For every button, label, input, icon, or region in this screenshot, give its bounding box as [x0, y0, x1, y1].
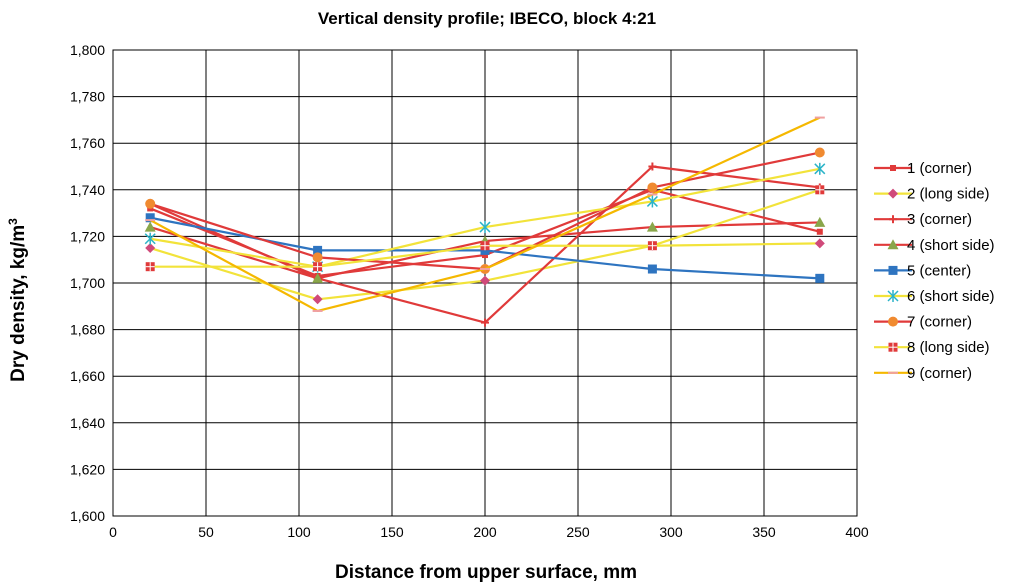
y-tick-label: 1,640: [70, 415, 105, 431]
point-marker: [482, 252, 488, 259]
point-marker: [890, 165, 896, 171]
legend-label: 2 (long side): [907, 186, 990, 203]
y-axis-title-sup: 3: [6, 218, 20, 225]
point-marker: [815, 185, 825, 195]
x-tick-label: 400: [845, 524, 869, 540]
point-marker: [479, 221, 491, 234]
legend-label: 4 (short side): [907, 237, 995, 254]
y-axis-title-main: Dry density, kg/m: [8, 225, 29, 382]
x-tick-label: 350: [752, 524, 776, 540]
legend-item-6: 6 (short side): [874, 288, 995, 305]
point-marker: [647, 182, 658, 193]
x-tick-label: 100: [287, 524, 311, 540]
legend: 1 (corner) 2 (long side) 3 (corner) 4 (shor…: [874, 160, 995, 382]
point-marker: [887, 239, 899, 250]
point-marker: [481, 318, 489, 327]
point-marker: [648, 162, 657, 171]
legend-label: 3 (corner): [907, 211, 972, 228]
x-tick-label: 0: [109, 524, 117, 540]
series: [144, 116, 826, 327]
point-marker: [144, 221, 156, 232]
point-marker: [145, 243, 156, 254]
legend-label: 7 (corner): [907, 314, 972, 331]
y-tick-label: 1,720: [70, 228, 105, 244]
y-tick-label: 1,780: [70, 89, 105, 105]
point-marker: [888, 316, 898, 327]
legend-item-3: 3 (corner): [874, 211, 972, 228]
x-tick-label: 150: [380, 524, 404, 540]
legend-label: 6 (short side): [907, 288, 995, 305]
point-marker: [480, 241, 490, 251]
point-marker: [144, 232, 156, 245]
y-axis-title: Dry density, kg/m3: [6, 218, 29, 382]
series-8: [145, 185, 825, 272]
point-marker: [647, 241, 657, 251]
point-marker: [646, 195, 658, 208]
point-marker: [887, 290, 899, 302]
point-marker: [145, 262, 155, 272]
x-axis-title: Distance from upper surface, mm: [335, 562, 637, 583]
chart-title: Vertical density profile; IBECO, block 4…: [318, 9, 656, 28]
y-ticks: 1,600 1,620 1,640 1,660 1,680 1,700 1,720 1,740…: [70, 42, 105, 524]
grid: [112, 49, 858, 517]
y-tick-label: 1,700: [70, 275, 105, 291]
point-marker: [313, 262, 323, 272]
legend-label: 5 (center): [907, 262, 971, 279]
y-tick-label: 1,740: [70, 182, 105, 198]
point-marker: [312, 294, 323, 305]
point-marker: [888, 188, 898, 199]
point-marker: [814, 216, 826, 227]
y-tick-label: 1,660: [70, 368, 105, 384]
point-marker: [889, 215, 897, 224]
y-tick-label: 1,760: [70, 135, 105, 151]
point-marker: [815, 273, 825, 283]
x-tick-label: 200: [473, 524, 497, 540]
point-marker: [647, 264, 657, 274]
series-6: [144, 162, 826, 273]
point-marker: [480, 245, 490, 255]
legend-label: 9 (corner): [907, 365, 972, 382]
legend-item-1: 1 (corner): [874, 160, 972, 177]
point-marker: [145, 213, 155, 223]
point-marker: [816, 228, 823, 235]
point-marker: [313, 245, 323, 255]
x-tick-label: 50: [198, 524, 214, 540]
point-marker: [312, 272, 324, 283]
x-ticks: 0 50 100 150 200 250 300 350 400: [109, 524, 869, 540]
point-marker: [888, 342, 898, 352]
legend-item-4: 4 (short side): [874, 237, 995, 254]
point-marker: [814, 147, 825, 158]
legend-label: 1 (corner): [907, 160, 972, 177]
y-tick-label: 1,680: [70, 322, 105, 338]
y-tick-label: 1,800: [70, 42, 105, 58]
point-marker: [814, 162, 826, 175]
point-marker: [814, 238, 825, 249]
x-tick-label: 300: [659, 524, 683, 540]
legend-item-5: 5 (center): [874, 262, 971, 279]
y-tick-label: 1,620: [70, 461, 105, 477]
legend-item-7: 7 (corner): [874, 314, 972, 331]
legend-item-2: 2 (long side): [874, 186, 990, 203]
series-9: [145, 116, 825, 313]
point-marker: [480, 275, 490, 286]
plot-frame: [112, 49, 858, 517]
point-marker: [646, 221, 658, 232]
legend-label: 8 (long side): [907, 339, 990, 356]
point-marker: [888, 265, 898, 275]
x-tick-label: 250: [566, 524, 590, 540]
y-tick-label: 1,600: [70, 508, 105, 524]
legend-item-8: 8 (long side): [874, 339, 990, 356]
legend-item-9: 9 (corner): [874, 365, 972, 382]
point-marker: [145, 198, 156, 209]
point-marker: [312, 252, 323, 263]
